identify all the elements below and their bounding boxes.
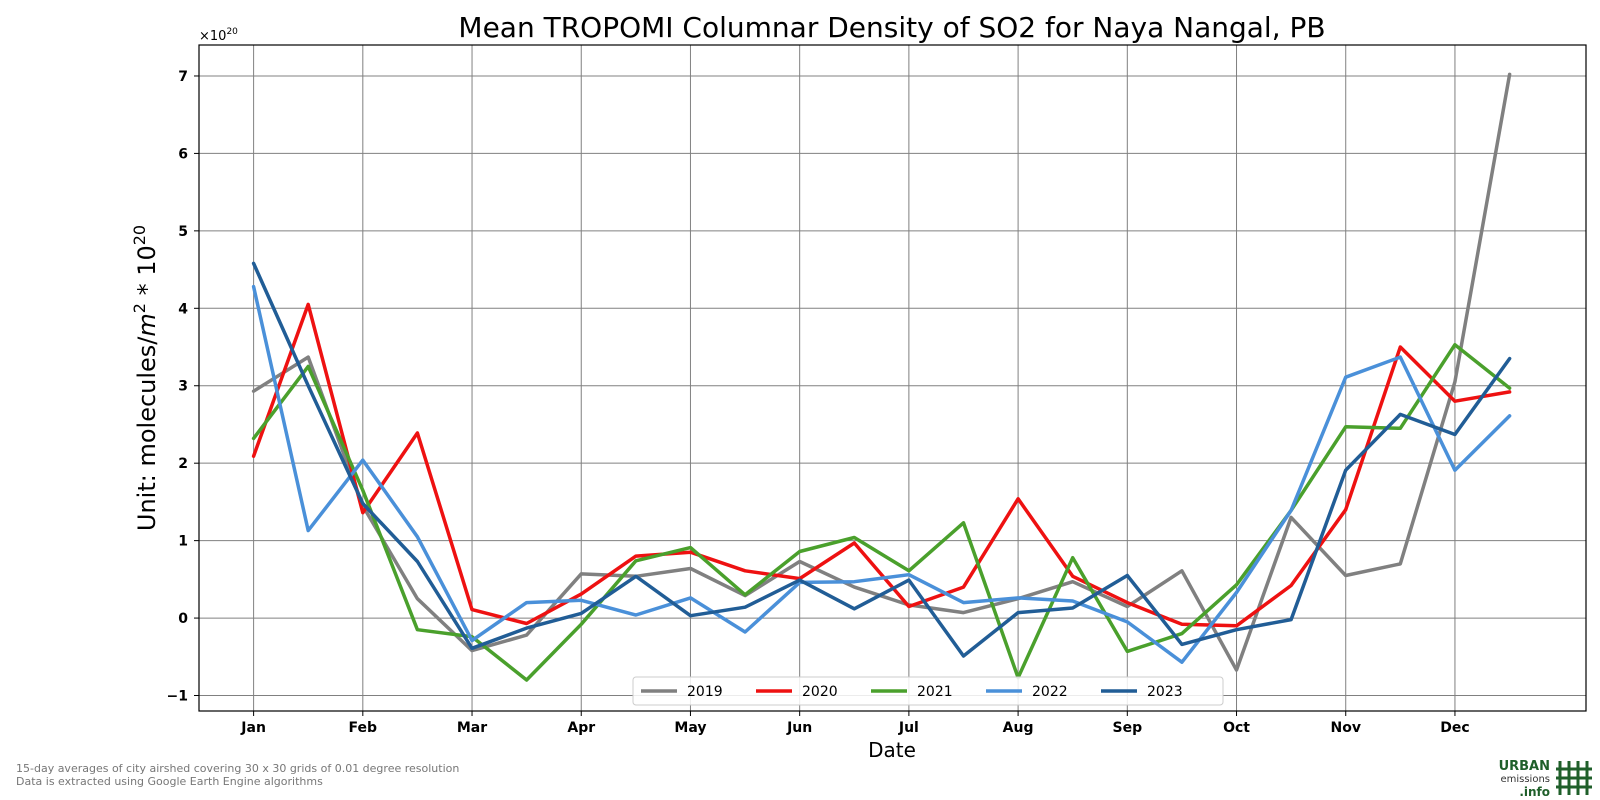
y-tick-label: 0 (178, 611, 188, 627)
footnote-line-1: 15-day averages of city airshed covering… (16, 762, 460, 775)
legend-label-2022: 2022 (1032, 684, 1068, 700)
y-tick-label: 4 (178, 301, 188, 317)
y-axis-offset-label: ×1020 (199, 27, 238, 44)
x-axis-ticks: Jan Feb Mar Apr May Jun Jul Aug Sep Oct Nov Dec (240, 711, 1470, 736)
series-lines (251, 72, 1512, 682)
x-tick-label: Dec (1440, 720, 1469, 736)
x-tick-label: Oct (1223, 720, 1250, 736)
urbanemissions-logo: URBAN emissions .info (1464, 758, 1594, 798)
legend-label-2021: 2021 (917, 684, 953, 700)
legend-label-2023: 2023 (1147, 684, 1183, 700)
y-tick-label: −1 (167, 689, 188, 705)
x-tick-label: Mar (457, 720, 487, 736)
x-axis-label: Date (868, 738, 916, 762)
y-tick-label: 1 (178, 534, 188, 550)
x-tick-label: Apr (567, 720, 595, 736)
x-tick-label: Feb (349, 720, 378, 736)
legend-box (632, 676, 1224, 706)
logo-text-info: .info (1519, 785, 1550, 799)
footnote-line-2: Data is extracted using Google Earth Eng… (16, 775, 323, 788)
x-tick-label: Jun (786, 720, 812, 736)
plot-frame (198, 44, 1587, 712)
x-tick-label: Jul (898, 720, 919, 736)
legend-label-2019: 2019 (687, 684, 723, 700)
y-axis-label: Unit: molecules/m2 * 1020 (130, 225, 161, 531)
y-tick-label: 7 (178, 69, 188, 85)
legend: 2019 2020 2021 2022 2023 (632, 676, 1224, 706)
x-tick-label: May (674, 720, 706, 736)
logo-grid-icon (1556, 761, 1592, 795)
x-tick-label: Nov (1330, 720, 1360, 736)
series-line-2022 (251, 284, 1512, 664)
grid (199, 45, 1586, 711)
chart-title: Mean TROPOMI Columnar Density of SO2 for… (458, 11, 1325, 44)
series-line-2020 (251, 302, 1512, 628)
logo-text-emissions: emissions (1500, 774, 1550, 785)
y-tick-label: 5 (178, 224, 188, 240)
x-tick-label: Aug (1003, 720, 1034, 736)
series-line-2023 (251, 261, 1512, 658)
x-tick-label: Jan (240, 720, 266, 736)
logo-text-urban: URBAN (1498, 759, 1550, 774)
legend-label-2020: 2020 (802, 684, 838, 700)
x-tick-label: Sep (1113, 720, 1143, 736)
y-axis-ticks: −1 0 1 2 3 4 5 6 7 (167, 69, 199, 705)
y-tick-label: 3 (178, 379, 188, 395)
y-tick-label: 6 (178, 146, 188, 162)
y-tick-label: 2 (178, 456, 188, 472)
